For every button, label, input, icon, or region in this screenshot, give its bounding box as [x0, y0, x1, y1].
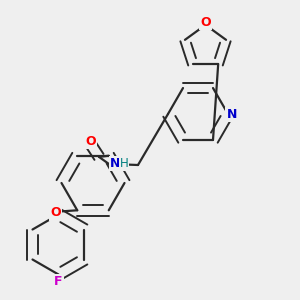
Text: O: O — [50, 206, 61, 220]
Text: O: O — [200, 16, 211, 29]
Text: O: O — [85, 135, 96, 148]
Text: F: F — [54, 274, 63, 288]
Text: N: N — [226, 107, 237, 121]
Text: H: H — [119, 157, 128, 170]
Text: N: N — [110, 157, 121, 170]
